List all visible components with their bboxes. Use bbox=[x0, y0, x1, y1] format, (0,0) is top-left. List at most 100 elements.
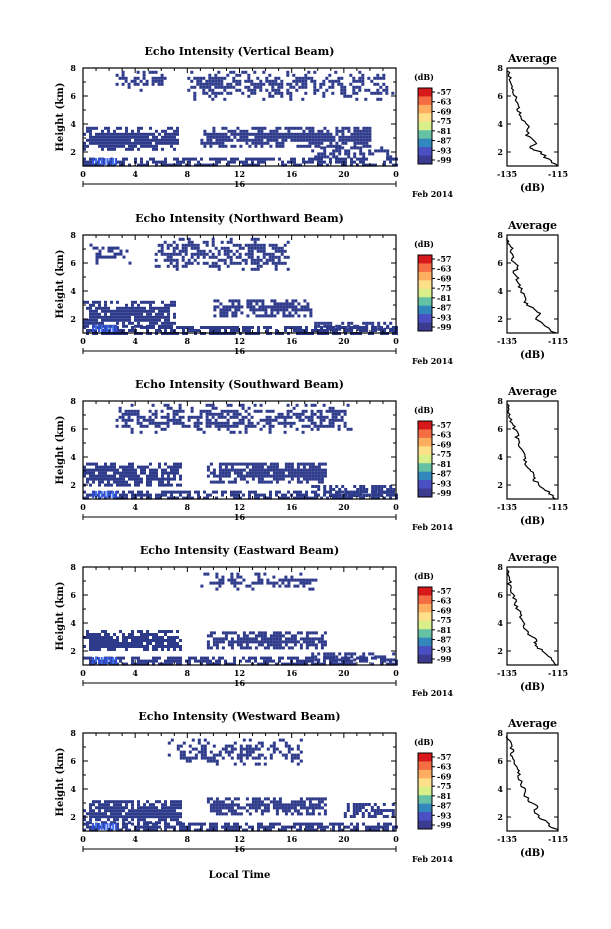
echo-cell bbox=[308, 141, 312, 145]
echo-cell bbox=[140, 825, 143, 829]
echo-cell bbox=[287, 578, 291, 582]
echo-cell bbox=[365, 321, 369, 325]
echo-cell bbox=[305, 477, 309, 481]
echo-cell bbox=[278, 496, 281, 500]
echo-cell bbox=[212, 759, 216, 763]
echo-cell bbox=[364, 803, 368, 806]
echo-cell bbox=[107, 645, 110, 648]
echo-cell bbox=[280, 94, 284, 98]
echo-cell bbox=[143, 465, 146, 469]
echo-cell bbox=[338, 129, 342, 133]
echo-cell bbox=[263, 662, 266, 666]
echo-cell bbox=[137, 812, 140, 816]
echo-cell bbox=[335, 157, 338, 161]
echo-cell bbox=[274, 261, 278, 265]
echo-cell bbox=[224, 747, 228, 751]
echo-cell bbox=[257, 822, 260, 826]
echo-cell bbox=[236, 812, 240, 816]
y-axis-label: Height (km) bbox=[55, 250, 66, 319]
echo-cell bbox=[320, 828, 323, 832]
echo-cell bbox=[270, 305, 274, 309]
echo-cell bbox=[122, 329, 125, 332]
echo-cell bbox=[178, 237, 182, 241]
profile-frame bbox=[506, 732, 559, 832]
echo-cell bbox=[325, 88, 329, 92]
echo-cell bbox=[317, 144, 321, 148]
echo-cell bbox=[340, 418, 344, 422]
echo-cell bbox=[329, 488, 333, 491]
echo-cell bbox=[187, 88, 191, 92]
echo-cell bbox=[239, 138, 243, 142]
echo-cell bbox=[284, 575, 288, 579]
echo-cell bbox=[122, 132, 125, 136]
echo-cell bbox=[323, 155, 327, 159]
echo-cell bbox=[193, 258, 197, 262]
echo-cell bbox=[245, 756, 249, 760]
echo-cell bbox=[344, 326, 347, 329]
echo-cell bbox=[176, 483, 179, 487]
echo-cell bbox=[275, 822, 278, 826]
echo-cell bbox=[125, 135, 128, 139]
echo-cell bbox=[221, 812, 225, 816]
echo-cell bbox=[218, 581, 222, 585]
echo-cell bbox=[124, 421, 128, 425]
echo-cell bbox=[287, 750, 291, 754]
echo-cell bbox=[98, 163, 101, 167]
echo-cell bbox=[215, 806, 219, 810]
echo-cell bbox=[155, 828, 158, 832]
echo-cell bbox=[197, 738, 201, 742]
echo-cell bbox=[287, 637, 291, 641]
echo-cell bbox=[160, 409, 164, 413]
echo-cell bbox=[277, 91, 281, 95]
echo-cell bbox=[273, 299, 277, 303]
echo-cell bbox=[98, 803, 101, 807]
echo-cell bbox=[205, 424, 209, 428]
ground-clutter-cell bbox=[103, 657, 106, 664]
echo-cell bbox=[146, 300, 149, 304]
echo-cell bbox=[326, 321, 330, 325]
echo-cell bbox=[296, 659, 299, 663]
echo-cell bbox=[268, 73, 272, 77]
echo-cell bbox=[250, 243, 254, 247]
echo-cell bbox=[293, 490, 296, 494]
echo-cell bbox=[263, 471, 267, 475]
echo-cell bbox=[358, 76, 362, 80]
echo-cell bbox=[256, 82, 260, 86]
echo-cell bbox=[143, 828, 146, 832]
panel-1: Echo Intensity (Northward Beam)0 4 8 12 16 20… bbox=[55, 212, 568, 366]
echo-cell bbox=[323, 462, 327, 466]
echo-cell bbox=[311, 806, 315, 810]
echo-cell bbox=[113, 315, 116, 319]
echo-cell bbox=[223, 249, 227, 253]
echo-cell bbox=[305, 797, 309, 801]
echo-cell bbox=[214, 418, 218, 422]
echo-cell bbox=[221, 468, 225, 472]
echo-cell bbox=[95, 246, 99, 250]
echo-cell bbox=[98, 141, 101, 145]
echo-cell bbox=[164, 639, 167, 642]
echo-cell bbox=[86, 633, 89, 636]
echo-cell bbox=[244, 85, 248, 89]
echo-cell bbox=[323, 138, 327, 142]
echo-cell bbox=[164, 825, 167, 829]
echo-cell bbox=[206, 646, 210, 650]
echo-cell bbox=[107, 483, 110, 487]
echo-cell bbox=[317, 797, 321, 801]
echo-cell bbox=[356, 135, 360, 139]
echo-cell bbox=[218, 465, 222, 469]
echo-cell bbox=[257, 747, 261, 751]
echo-cell bbox=[264, 314, 268, 318]
echo-cell bbox=[181, 424, 185, 428]
echo-cell bbox=[374, 655, 378, 659]
echo-cell bbox=[122, 138, 125, 142]
echo-cell bbox=[250, 79, 254, 83]
echo-cell bbox=[268, 91, 272, 95]
echo-cell bbox=[205, 415, 209, 419]
echo-cell bbox=[245, 744, 249, 748]
echo-cell bbox=[104, 312, 107, 316]
echo-cell bbox=[353, 129, 357, 133]
echo-cell bbox=[272, 800, 276, 804]
echo-cell bbox=[197, 750, 201, 754]
echo-cell bbox=[263, 806, 267, 810]
echo-cell bbox=[116, 252, 120, 256]
